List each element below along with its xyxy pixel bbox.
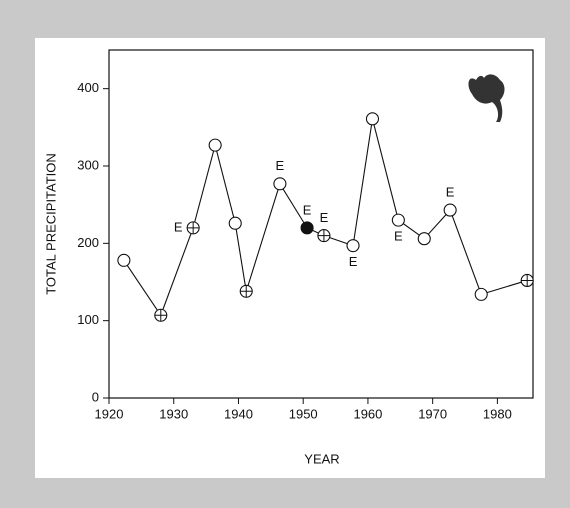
turkey-icon	[468, 74, 505, 122]
y-tick-label: 300	[77, 157, 99, 172]
data-point	[300, 221, 314, 235]
point-label: E	[446, 185, 455, 200]
y-tick-label: 400	[77, 80, 99, 95]
point-label: E	[303, 202, 312, 217]
marker-cross	[187, 221, 200, 234]
x-tick-label: 1920	[95, 406, 124, 421]
plot-frame	[108, 49, 534, 399]
marker-cross	[317, 229, 330, 242]
data-point	[346, 239, 360, 253]
data-point	[365, 112, 380, 126]
x-tick-label: 1950	[289, 406, 318, 421]
point-label: E	[394, 229, 403, 244]
data-point	[391, 213, 405, 227]
data-point	[273, 177, 287, 191]
data-point	[443, 203, 457, 217]
data-line	[123, 118, 528, 317]
point-label: E	[276, 158, 285, 173]
x-tick-label: 1940	[224, 406, 253, 421]
y-tick-label: 200	[77, 235, 99, 250]
marker-cross	[521, 274, 534, 287]
data-point	[228, 216, 242, 230]
point-label: E	[174, 219, 183, 234]
data-point	[417, 232, 431, 246]
data-point	[117, 253, 131, 267]
data-point	[474, 287, 488, 301]
data-point	[208, 138, 222, 152]
y-tick-label: 0	[92, 389, 99, 404]
x-tick-label: 1930	[159, 406, 188, 421]
x-tick-label: 1960	[353, 406, 382, 421]
point-label: E	[349, 254, 358, 269]
x-tick-label: 1970	[418, 406, 447, 421]
marker-cross	[154, 309, 167, 322]
x-axis-label: YEAR	[304, 451, 339, 466]
x-tick-label: 1980	[483, 406, 512, 421]
y-tick-label: 100	[77, 312, 99, 327]
marker-cross	[240, 285, 253, 298]
point-label: E	[320, 210, 329, 225]
y-axis-label: TOTAL PRECIPITATION	[43, 153, 58, 295]
